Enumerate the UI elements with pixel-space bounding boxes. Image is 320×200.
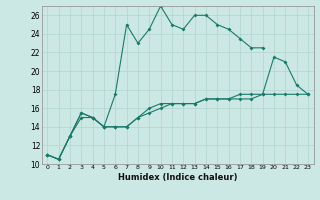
X-axis label: Humidex (Indice chaleur): Humidex (Indice chaleur) <box>118 173 237 182</box>
